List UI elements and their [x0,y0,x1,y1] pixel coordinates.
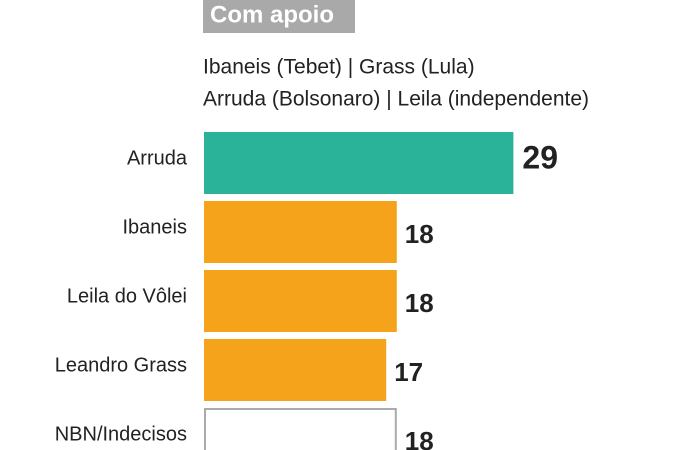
bar [204,201,397,263]
category-label: Leandro Grass [55,354,187,376]
value-label: 29 [522,139,558,175]
category-label: Ibaneis [123,216,188,238]
category-label: Leila do Vôlei [67,285,187,307]
category-label: NBN/Indecisos [55,423,187,445]
value-label: 18 [405,288,434,318]
value-label: 18 [405,426,434,450]
value-label: 18 [405,219,434,249]
bar [204,408,397,450]
bar [204,132,514,194]
bar [204,270,397,332]
category-label: Arruda [127,147,188,169]
title-box [203,0,355,33]
chart-title: Com apoio [210,1,334,28]
bar [204,339,387,401]
value-label: 17 [394,357,423,387]
subtitle: Ibaneis (Tebet) | Grass (Lula) [203,56,475,79]
subtitle: Arruda (Bolsonaro) | Leila (independente… [203,88,589,111]
